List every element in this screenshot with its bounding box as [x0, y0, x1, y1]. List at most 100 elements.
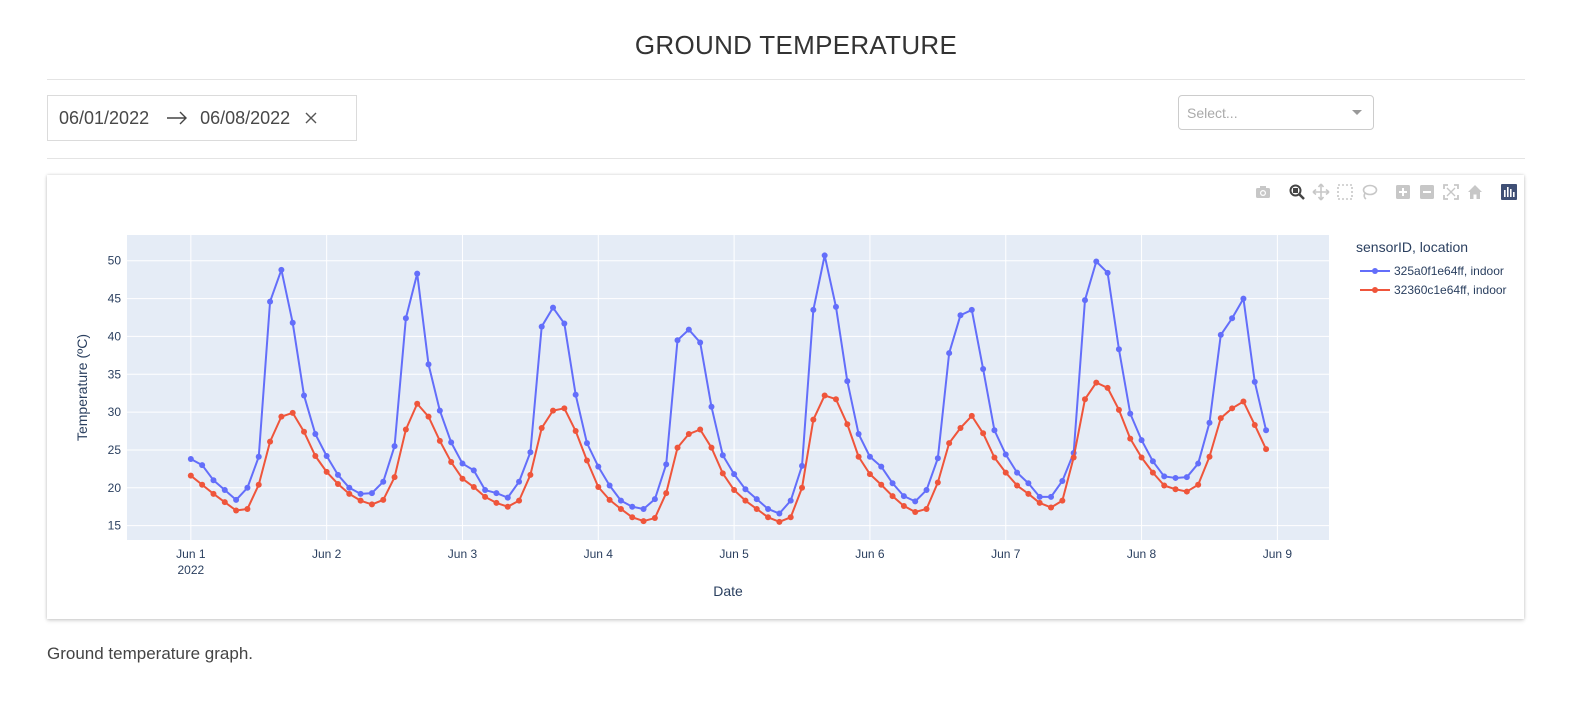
- data-point[interactable]: [493, 499, 500, 506]
- data-point[interactable]: [516, 478, 523, 485]
- data-point[interactable]: [1149, 469, 1156, 476]
- data-point[interactable]: [402, 426, 409, 433]
- data-point[interactable]: [640, 505, 647, 512]
- data-point[interactable]: [1048, 493, 1055, 500]
- data-point[interactable]: [934, 455, 941, 462]
- data-point[interactable]: [1059, 497, 1066, 504]
- data-point[interactable]: [1093, 258, 1100, 265]
- data-point[interactable]: [1093, 379, 1100, 386]
- data-point[interactable]: [991, 454, 998, 461]
- data-point[interactable]: [527, 471, 534, 478]
- data-point[interactable]: [1025, 490, 1032, 497]
- data-point[interactable]: [855, 453, 862, 460]
- data-point[interactable]: [527, 449, 534, 456]
- data-point[interactable]: [900, 493, 907, 500]
- data-point[interactable]: [799, 484, 806, 491]
- data-point[interactable]: [606, 496, 613, 503]
- data-point[interactable]: [946, 350, 953, 357]
- data-point[interactable]: [866, 471, 873, 478]
- data-point[interactable]: [414, 270, 421, 277]
- data-point[interactable]: [923, 487, 930, 494]
- chevron-down-icon[interactable]: [1352, 110, 1362, 115]
- data-point[interactable]: [221, 487, 228, 494]
- data-point[interactable]: [787, 497, 794, 504]
- data-point[interactable]: [1251, 421, 1258, 428]
- plotly-logo-icon[interactable]: [1500, 183, 1518, 201]
- data-point[interactable]: [810, 416, 817, 423]
- data-point[interactable]: [889, 493, 896, 500]
- data-point[interactable]: [742, 497, 749, 504]
- data-point[interactable]: [380, 496, 387, 503]
- data-point[interactable]: [199, 481, 206, 488]
- data-point[interactable]: [199, 462, 206, 469]
- data-point[interactable]: [1263, 427, 1270, 434]
- data-point[interactable]: [810, 306, 817, 313]
- data-point[interactable]: [357, 490, 364, 497]
- data-point[interactable]: [1138, 454, 1145, 461]
- data-point[interactable]: [821, 252, 828, 259]
- data-point[interactable]: [697, 339, 704, 346]
- data-point[interactable]: [1172, 474, 1179, 481]
- data-point[interactable]: [550, 304, 557, 311]
- data-point[interactable]: [719, 452, 726, 459]
- data-point[interactable]: [244, 505, 251, 512]
- data-point[interactable]: [663, 461, 670, 468]
- data-point[interactable]: [482, 493, 489, 500]
- data-point[interactable]: [436, 437, 443, 444]
- data-point[interactable]: [1025, 480, 1032, 487]
- data-point[interactable]: [640, 518, 647, 525]
- data-point[interactable]: [1217, 331, 1224, 338]
- data-point[interactable]: [187, 472, 194, 479]
- data-point[interactable]: [1115, 346, 1122, 353]
- data-point[interactable]: [968, 412, 975, 419]
- data-point[interactable]: [753, 505, 760, 512]
- data-point[interactable]: [583, 440, 590, 447]
- data-point[interactable]: [323, 468, 330, 475]
- data-point[interactable]: [1002, 451, 1009, 458]
- data-point[interactable]: [289, 409, 296, 416]
- date-range-picker[interactable]: 06/01/2022 06/08/2022: [47, 95, 357, 141]
- data-point[interactable]: [323, 452, 330, 459]
- zoom-icon[interactable]: [1288, 183, 1306, 201]
- data-point[interactable]: [221, 499, 228, 506]
- data-point[interactable]: [572, 428, 579, 435]
- data-point[interactable]: [685, 326, 692, 333]
- data-point[interactable]: [980, 430, 987, 437]
- data-point[interactable]: [346, 490, 353, 497]
- plot-background[interactable]: [127, 235, 1329, 540]
- data-point[interactable]: [1104, 384, 1111, 391]
- data-point[interactable]: [765, 505, 772, 512]
- data-point[interactable]: [1183, 474, 1190, 481]
- data-point[interactable]: [832, 303, 839, 310]
- data-point[interactable]: [1251, 378, 1258, 385]
- data-point[interactable]: [991, 427, 998, 434]
- data-point[interactable]: [980, 365, 987, 372]
- data-point[interactable]: [255, 481, 262, 488]
- data-point[interactable]: [923, 505, 930, 512]
- data-point[interactable]: [776, 510, 783, 517]
- data-point[interactable]: [233, 507, 240, 514]
- data-point[interactable]: [346, 484, 353, 491]
- data-point[interactable]: [1229, 315, 1236, 322]
- data-point[interactable]: [448, 439, 455, 446]
- data-point[interactable]: [1115, 406, 1122, 413]
- data-point[interactable]: [968, 306, 975, 313]
- data-point[interactable]: [1014, 482, 1021, 489]
- close-icon[interactable]: [304, 111, 318, 125]
- data-point[interactable]: [448, 459, 455, 466]
- data-point[interactable]: [459, 460, 466, 467]
- data-point[interactable]: [380, 478, 387, 485]
- data-point[interactable]: [629, 514, 636, 521]
- data-point[interactable]: [697, 426, 704, 433]
- data-point[interactable]: [482, 487, 489, 494]
- autoscale-icon[interactable]: [1442, 183, 1460, 201]
- data-point[interactable]: [878, 481, 885, 488]
- data-point[interactable]: [425, 413, 432, 420]
- data-point[interactable]: [414, 400, 421, 407]
- data-point[interactable]: [1195, 481, 1202, 488]
- data-point[interactable]: [799, 462, 806, 469]
- data-point[interactable]: [844, 421, 851, 428]
- data-point[interactable]: [312, 431, 319, 438]
- data-point[interactable]: [1195, 460, 1202, 467]
- data-point[interactable]: [900, 502, 907, 509]
